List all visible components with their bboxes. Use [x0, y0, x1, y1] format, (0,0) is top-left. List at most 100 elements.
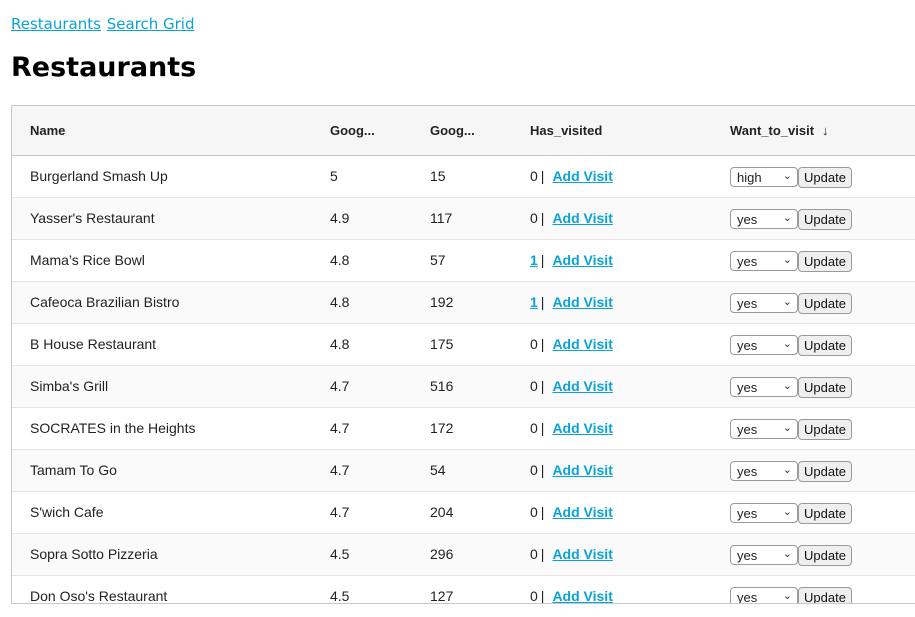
separator: |	[540, 462, 545, 478]
nav-link-search-grid[interactable]: Search Grid	[106, 15, 195, 33]
visit-count-link[interactable]: 1	[530, 294, 538, 310]
google-reviews: 516	[430, 378, 454, 394]
google-rating: 4.9	[330, 210, 350, 226]
sort-descending-icon[interactable]: ↓	[822, 123, 829, 138]
table-row: Mama’s Rice Bowl 4.8 57 1 | Add Visit yes ⌄…	[12, 240, 915, 282]
add-visit-link[interactable]: Add Visit	[552, 420, 613, 436]
visit-count: 0	[530, 210, 538, 226]
want-to-visit-select[interactable]: yes ⌄	[730, 209, 798, 229]
visit-count: 0	[530, 588, 538, 604]
google-rating: 4.7	[330, 420, 350, 436]
has-visited-cell: 0 | Add Visit	[530, 168, 613, 184]
separator: |	[540, 588, 545, 604]
visit-count: 0	[530, 462, 538, 478]
chevron-down-icon: ⌄	[782, 548, 792, 560]
table-row: Cafeoca Brazilian Bistro 4.8 192 1 | Add V…	[12, 282, 915, 324]
want-to-visit-select[interactable]: yes ⌄	[730, 461, 798, 481]
update-button[interactable]: Update	[798, 503, 852, 524]
update-button[interactable]: Update	[798, 293, 852, 314]
chevron-down-icon: ⌄	[782, 338, 792, 350]
add-visit-link[interactable]: Add Visit	[552, 336, 613, 352]
chevron-down-icon: ⌄	[782, 506, 792, 518]
chevron-down-icon: ⌄	[782, 590, 792, 602]
separator: |	[540, 210, 545, 226]
update-button[interactable]: Update	[798, 167, 852, 188]
separator: |	[540, 294, 545, 310]
add-visit-link[interactable]: Add Visit	[552, 252, 613, 268]
restaurants-grid: Name Goog... Goog... Has_visited Want_to…	[11, 105, 915, 604]
want-to-visit-value: high	[737, 170, 762, 185]
restaurant-name: Simba's Grill	[30, 378, 109, 394]
page-title: Restaurants	[11, 52, 197, 83]
google-rating: 4.7	[330, 462, 350, 478]
update-button[interactable]: Update	[798, 587, 852, 603]
column-header-name[interactable]: Name	[30, 123, 66, 138]
visit-count-link[interactable]: 1	[530, 252, 538, 268]
want-to-visit-select[interactable]: yes ⌄	[730, 335, 798, 355]
has-visited-cell: 0 | Add Visit	[530, 462, 613, 478]
google-rating: 4.8	[330, 294, 350, 310]
has-visited-cell: 0 | Add Visit	[530, 210, 613, 226]
nav-link-restaurants[interactable]: Restaurants	[11, 15, 101, 33]
want-to-visit-select[interactable]: yes ⌄	[730, 293, 798, 313]
table-row: Yasser's Restaurant 4.9 117 0 | Add Visit …	[12, 198, 915, 240]
want-to-visit-value: yes	[737, 254, 758, 269]
update-button[interactable]: Update	[798, 251, 852, 272]
separator: |	[540, 378, 545, 394]
restaurant-name: Burgerland Smash Up	[30, 168, 168, 184]
visit-count: 0	[530, 378, 538, 394]
column-header-google-rating[interactable]: Goog...	[330, 123, 375, 138]
add-visit-link[interactable]: Add Visit	[552, 588, 613, 604]
want-to-visit-value: yes	[737, 380, 758, 395]
has-visited-cell: 0 | Add Visit	[530, 546, 613, 562]
table-row: Don Oso's Restaurant 4.5 127 0 | Add Visit…	[12, 576, 915, 604]
want-to-visit-select[interactable]: yes ⌄	[730, 419, 798, 439]
add-visit-link[interactable]: Add Visit	[552, 462, 613, 478]
want-to-visit-select[interactable]: yes ⌄	[730, 377, 798, 397]
want-to-visit-select[interactable]: yes ⌄	[730, 587, 798, 603]
want-to-visit-select[interactable]: high ⌄	[730, 167, 798, 187]
column-header-want-to-visit-label: Want_to_visit	[730, 123, 815, 138]
add-visit-link[interactable]: Add Visit	[552, 210, 613, 226]
google-reviews: 54	[430, 462, 446, 478]
restaurant-name: Sopra Sotto Pizzeria	[30, 546, 158, 562]
update-button[interactable]: Update	[798, 335, 852, 356]
add-visit-link[interactable]: Add Visit	[552, 294, 613, 310]
separator: |	[540, 252, 545, 268]
separator: |	[540, 546, 545, 562]
want-to-visit-select[interactable]: yes ⌄	[730, 503, 798, 523]
update-button[interactable]: Update	[798, 545, 852, 566]
chevron-down-icon: ⌄	[782, 422, 792, 434]
separator: |	[540, 504, 545, 520]
visit-count: 0	[530, 546, 538, 562]
update-button[interactable]: Update	[798, 209, 852, 230]
want-to-visit-select[interactable]: yes ⌄	[730, 545, 798, 565]
table-row: Sopra Sotto Pizzeria 4.5 296 0 | Add Visit…	[12, 534, 915, 576]
restaurant-name: SOCRATES in the Heights	[30, 420, 196, 436]
table-row: B House Restaurant 4.8 175 0 | Add Visit y…	[12, 324, 915, 366]
want-to-visit-value: yes	[737, 296, 758, 311]
separator: |	[540, 168, 545, 184]
separator: |	[540, 336, 545, 352]
want-to-visit-value: yes	[737, 464, 758, 479]
visit-count: 0	[530, 336, 538, 352]
add-visit-link[interactable]: Add Visit	[552, 378, 613, 394]
column-header-google-reviews[interactable]: Goog...	[430, 123, 475, 138]
want-to-visit-select[interactable]: yes ⌄	[730, 251, 798, 271]
column-header-has-visited[interactable]: Has_visited	[530, 123, 603, 138]
update-button[interactable]: Update	[798, 461, 852, 482]
google-rating: 4.7	[330, 504, 350, 520]
chevron-down-icon: ⌄	[782, 170, 792, 182]
column-header-want-to-visit[interactable]: Want_to_visit ↓	[730, 123, 829, 138]
update-button[interactable]: Update	[798, 377, 852, 398]
visit-count: 0	[530, 504, 538, 520]
separator: |	[540, 420, 545, 436]
update-button[interactable]: Update	[798, 419, 852, 440]
add-visit-link[interactable]: Add Visit	[552, 168, 613, 184]
want-to-visit-value: yes	[737, 548, 758, 563]
add-visit-link[interactable]: Add Visit	[552, 546, 613, 562]
add-visit-link[interactable]: Add Visit	[552, 504, 613, 520]
chevron-down-icon: ⌄	[782, 380, 792, 392]
has-visited-cell: 1 | Add Visit	[530, 294, 613, 310]
google-reviews: 192	[430, 294, 454, 310]
